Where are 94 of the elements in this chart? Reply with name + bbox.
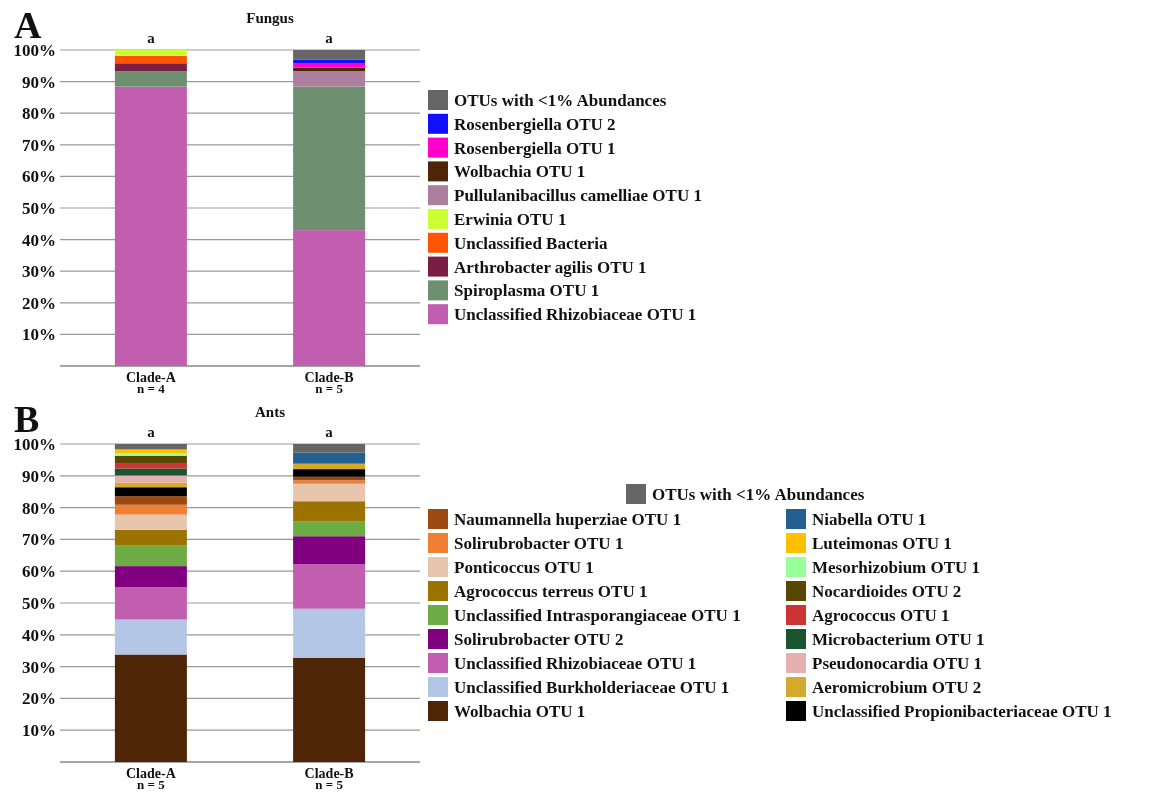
bar [114, 487, 187, 497]
bar [293, 59, 366, 64]
bar [293, 230, 366, 366]
bar [293, 444, 366, 453]
legend-label: Nocardioides OTU 2 [812, 582, 962, 601]
bar [293, 469, 366, 477]
y-tick-label: 90% [22, 466, 56, 486]
bar [293, 480, 366, 484]
legend-label: Wolbachia OTU 1 [454, 162, 586, 182]
y-tick-label: 20% [22, 293, 56, 313]
legend-label: OTUs with <1% Abundances [454, 91, 667, 110]
y-tick-label: 20% [22, 689, 56, 709]
legend-label: Rosenbergiella OTU 1 [454, 138, 616, 158]
legend-label: Unclassified Intrasporangiaceae OTU 1 [454, 606, 741, 625]
bar [293, 536, 366, 565]
legend-label: Unclassified Bacteria [454, 233, 608, 253]
bar [293, 50, 366, 60]
legend-label: Pseudonocardia OTU 1 [812, 654, 983, 673]
legend-label: Wolbachia OTU 1 [454, 702, 586, 721]
bar [293, 657, 366, 762]
bar [114, 475, 187, 483]
legend-label: OTUs with <1% Abundances [652, 485, 865, 504]
bar [293, 86, 366, 231]
y-tick-label: 40% [22, 625, 56, 645]
text: a [147, 424, 156, 440]
legend-label: Erwinia OTU 1 [454, 210, 567, 229]
y-tick-label: 70% [22, 135, 56, 155]
legend-label: Pullulanibacillus camelliae OTU 1 [454, 186, 702, 206]
bar [114, 545, 187, 567]
legend-label: Arthrobacter agilis OTU 1 [454, 257, 647, 277]
legend-label: Mesorhizobium OTU 1 [812, 558, 981, 577]
text: a [147, 30, 156, 46]
bar [293, 452, 366, 464]
text: a [325, 424, 334, 440]
y-tick-label: 80% [22, 498, 56, 518]
legend-label: Agrococcus terreus OTU 1 [454, 582, 648, 601]
bar [293, 463, 366, 470]
y-tick-label: 50% [22, 198, 56, 218]
bar [114, 50, 187, 56]
legend-label: Naumannella huperziae OTU 1 [454, 510, 682, 529]
legend-label: Unclassified Rhizobiaceae OTU 1 [454, 305, 697, 325]
legend-label: Ponticoccus OTU 1 [454, 558, 594, 577]
bar [114, 453, 187, 456]
y-tick-label: 30% [22, 262, 56, 282]
legend-label: Solirubrobacter OTU 2 [454, 630, 624, 649]
y-tick-label: 90% [22, 72, 56, 92]
bar [114, 71, 187, 87]
y-tick-label: 40% [22, 230, 56, 250]
bar [114, 444, 187, 450]
bar [114, 86, 187, 366]
legend-label: Aeromicrobium OTU 2 [812, 678, 982, 697]
bar [114, 482, 187, 488]
y-tick-label: 50% [22, 593, 56, 613]
bar [114, 514, 187, 530]
bar [114, 566, 187, 588]
text: a [325, 30, 334, 46]
chart-title: Fungus [246, 10, 294, 26]
bar [114, 654, 187, 762]
bar [293, 483, 366, 502]
chart-title: Ants [254, 404, 286, 420]
legend-label: Spiroplasma OTU 1 [454, 281, 600, 301]
bar [114, 63, 187, 72]
bar [114, 529, 187, 546]
legend-label: Solirubrobacter OTU 1 [454, 534, 624, 553]
y-tick-label: 10% [22, 721, 56, 741]
bar [293, 564, 366, 609]
bar [114, 619, 187, 655]
legend-label: Agrococcus OTU 1 [812, 606, 950, 625]
legend-label: Microbacterium OTU 1 [812, 630, 985, 649]
bar [293, 71, 366, 87]
bar [114, 449, 187, 454]
legend-label: Unclassified Rhizobiaceae OTU 1 [454, 654, 697, 673]
y-tick-label: 60% [22, 562, 56, 582]
y-tick-label: 30% [22, 657, 56, 677]
y-tick-label: 10% [22, 325, 56, 345]
bar [114, 455, 187, 464]
legend-label: Niabella OTU 1 [812, 510, 927, 529]
bar [293, 501, 366, 522]
legend-label: Unclassified Propionibacteriaceae OTU 1 [812, 702, 1112, 721]
legend-label: Luteimonas OTU 1 [812, 534, 952, 553]
y-tick-label: 60% [22, 167, 56, 187]
bar [293, 521, 366, 537]
bar [114, 468, 187, 476]
bar [114, 56, 187, 64]
bar [293, 63, 366, 68]
bar [293, 608, 366, 658]
y-tick-label: 80% [22, 104, 56, 124]
bar [114, 587, 187, 620]
y-tick-label: 70% [22, 530, 56, 550]
bar [114, 504, 187, 515]
legend-label: Rosenbergiella OTU 2 [454, 114, 616, 134]
bar [114, 463, 187, 469]
legend-label: Unclassified Burkholderiaceae OTU 1 [454, 678, 730, 697]
bar [114, 496, 187, 505]
